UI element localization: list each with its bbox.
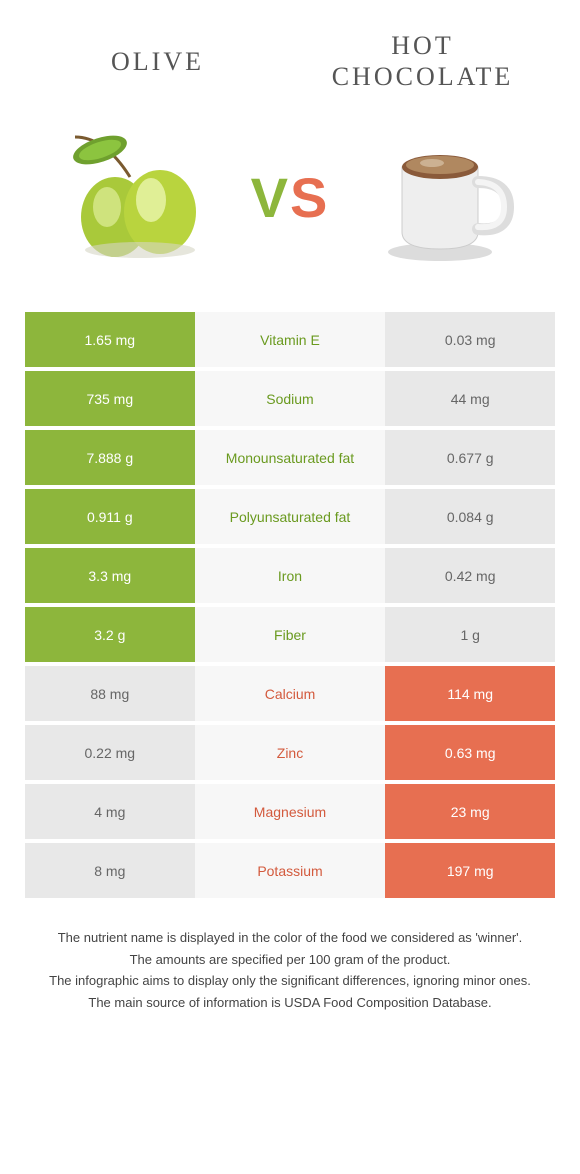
nutrient-name-cell: Polyunsaturated fat — [195, 489, 386, 544]
table-row: 88 mgCalcium114 mg — [25, 666, 555, 721]
table-row: 3.2 gFiber1 g — [25, 607, 555, 662]
vs-s: S — [290, 166, 329, 229]
right-value-cell: 0.42 mg — [385, 548, 555, 603]
footer-line-1: The nutrient name is displayed in the co… — [35, 928, 545, 948]
table-row: 3.3 mgIron0.42 mg — [25, 548, 555, 603]
nutrient-name-cell: Calcium — [195, 666, 386, 721]
olive-image — [40, 117, 220, 277]
header: OLIVE HOT CHOCOLATE — [25, 30, 555, 92]
footer-line-3: The infographic aims to display only the… — [35, 971, 545, 991]
nutrient-name-cell: Iron — [195, 548, 386, 603]
right-value-cell: 197 mg — [385, 843, 555, 898]
nutrient-name-cell: Zinc — [195, 725, 386, 780]
nutrient-name-cell: Magnesium — [195, 784, 386, 839]
right-food-title: HOT CHOCOLATE — [313, 30, 533, 92]
table-row: 7.888 gMonounsaturated fat0.677 g — [25, 430, 555, 485]
left-food-title: OLIVE — [48, 46, 268, 77]
table-row: 0.911 gPolyunsaturated fat0.084 g — [25, 489, 555, 544]
table-row: 4 mgMagnesium23 mg — [25, 784, 555, 839]
left-value-cell: 7.888 g — [25, 430, 195, 485]
left-value-cell: 1.65 mg — [25, 312, 195, 367]
left-value-cell: 88 mg — [25, 666, 195, 721]
right-value-cell: 0.03 mg — [385, 312, 555, 367]
left-value-cell: 3.2 g — [25, 607, 195, 662]
right-value-cell: 0.677 g — [385, 430, 555, 485]
footer-line-4: The main source of information is USDA F… — [35, 993, 545, 1013]
vs-v: V — [251, 166, 290, 229]
vs-label: VS — [251, 165, 330, 230]
right-value-cell: 23 mg — [385, 784, 555, 839]
left-value-cell: 735 mg — [25, 371, 195, 426]
vs-row: VS — [25, 112, 555, 282]
nutrient-name-cell: Sodium — [195, 371, 386, 426]
table-row: 1.65 mgVitamin E0.03 mg — [25, 312, 555, 367]
hot-chocolate-image — [360, 117, 540, 277]
nutrient-name-cell: Vitamin E — [195, 312, 386, 367]
table-row: 735 mgSodium44 mg — [25, 371, 555, 426]
left-value-cell: 0.22 mg — [25, 725, 195, 780]
table-row: 0.22 mgZinc0.63 mg — [25, 725, 555, 780]
mug-icon — [380, 127, 520, 267]
left-value-cell: 0.911 g — [25, 489, 195, 544]
footer-line-2: The amounts are specified per 100 gram o… — [35, 950, 545, 970]
right-value-cell: 0.63 mg — [385, 725, 555, 780]
right-value-cell: 0.084 g — [385, 489, 555, 544]
nutrient-name-cell: Potassium — [195, 843, 386, 898]
right-value-cell: 1 g — [385, 607, 555, 662]
nutrient-table: 1.65 mgVitamin E0.03 mg735 mgSodium44 mg… — [25, 312, 555, 898]
right-value-cell: 44 mg — [385, 371, 555, 426]
left-value-cell: 8 mg — [25, 843, 195, 898]
olive-icon — [45, 122, 215, 272]
left-value-cell: 4 mg — [25, 784, 195, 839]
footer-notes: The nutrient name is displayed in the co… — [25, 928, 555, 1012]
nutrient-name-cell: Monounsaturated fat — [195, 430, 386, 485]
nutrient-name-cell: Fiber — [195, 607, 386, 662]
table-row: 8 mgPotassium197 mg — [25, 843, 555, 898]
left-value-cell: 3.3 mg — [25, 548, 195, 603]
right-value-cell: 114 mg — [385, 666, 555, 721]
